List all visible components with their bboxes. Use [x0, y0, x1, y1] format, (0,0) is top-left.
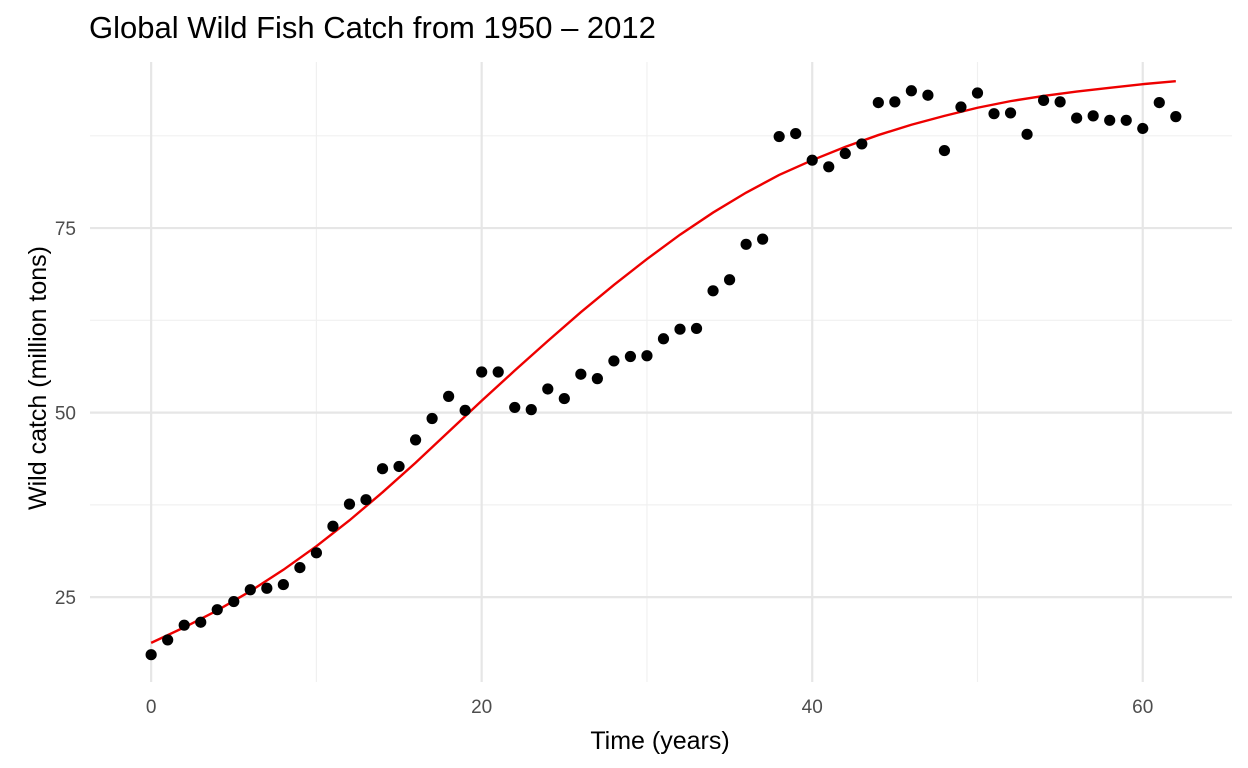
data-point	[707, 285, 719, 297]
data-point	[723, 274, 736, 286]
data-point	[261, 582, 273, 594]
data-point	[1021, 128, 1033, 140]
data-point	[806, 154, 818, 166]
data-point	[938, 144, 951, 157]
data-point	[310, 547, 323, 559]
x-tick-labels: 0 20 40 60	[146, 697, 1153, 718]
data-point	[228, 595, 240, 608]
data-point	[773, 130, 785, 143]
data-point	[823, 161, 835, 173]
data-point	[244, 584, 256, 596]
data-point	[509, 401, 521, 414]
data-point	[277, 578, 289, 591]
data-point	[641, 350, 653, 362]
data-point	[459, 404, 471, 416]
data-point	[162, 634, 174, 646]
data-point	[856, 138, 868, 150]
data-point	[426, 412, 438, 425]
data-point	[971, 87, 984, 99]
data-points-layer	[145, 85, 1182, 661]
x-axis-title: Time (years)	[590, 727, 729, 755]
data-point	[889, 96, 901, 108]
y-tick-label: 50	[55, 404, 76, 425]
data-point	[839, 147, 851, 160]
data-point	[443, 390, 455, 402]
data-point	[211, 604, 223, 616]
data-point	[327, 520, 339, 532]
fitted-curve	[150, 79, 1176, 644]
data-point	[1004, 107, 1017, 119]
y-axis-title: Wild catch (million tons)	[24, 246, 52, 510]
data-point	[1087, 110, 1099, 122]
data-point	[409, 434, 422, 446]
data-point	[492, 366, 504, 378]
data-point	[1170, 111, 1182, 123]
minor-gridlines	[90, 62, 1232, 682]
y-tick-label: 25	[55, 588, 76, 609]
data-point	[690, 322, 703, 335]
data-point	[955, 101, 967, 113]
data-point	[1137, 122, 1149, 135]
data-point	[624, 350, 637, 363]
x-tick-label: 40	[802, 697, 823, 718]
data-point	[1120, 114, 1132, 126]
data-point	[1037, 94, 1050, 106]
data-point	[1054, 96, 1066, 108]
data-point	[922, 89, 934, 101]
data-point	[145, 649, 157, 661]
data-point	[872, 96, 884, 109]
x-tick-label: 0	[146, 697, 157, 718]
data-point	[178, 619, 190, 631]
data-point	[757, 233, 769, 245]
data-point	[657, 333, 670, 345]
x-tick-label: 20	[471, 697, 492, 718]
data-point	[558, 392, 570, 405]
data-point	[476, 366, 488, 378]
chart-title: Global Wild Fish Catch from 1950 – 2012	[89, 10, 656, 45]
y-tick-labels: 25 50 75	[55, 219, 76, 609]
y-tick-label: 75	[55, 219, 76, 240]
data-point	[525, 404, 537, 416]
fit-line-layer	[150, 79, 1176, 644]
data-point	[294, 561, 306, 574]
data-point	[988, 108, 1000, 120]
data-point	[376, 463, 389, 475]
data-point	[905, 85, 917, 97]
data-point	[591, 373, 603, 385]
data-point	[343, 498, 356, 510]
data-point	[575, 368, 587, 380]
data-point	[790, 127, 802, 140]
data-point	[608, 355, 620, 367]
data-point	[542, 383, 554, 395]
data-point	[674, 323, 686, 335]
data-point	[360, 494, 372, 506]
data-point	[1071, 112, 1083, 124]
data-point	[195, 616, 207, 628]
data-point	[1104, 114, 1116, 126]
data-point	[1153, 96, 1165, 109]
data-point	[740, 238, 752, 250]
data-point	[393, 460, 405, 473]
x-tick-label: 60	[1132, 697, 1153, 718]
